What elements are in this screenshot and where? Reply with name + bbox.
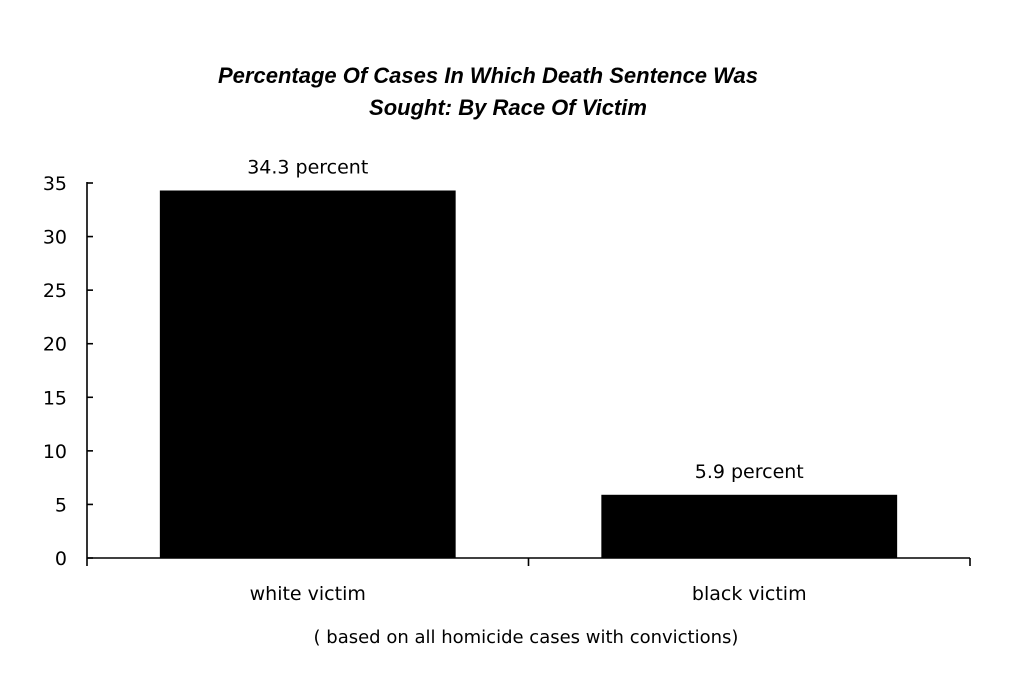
chart-title-line-2: Sought: By Race Of Victim [369, 95, 647, 120]
y-tick-label: 30 [43, 227, 67, 249]
y-tick-label: 25 [43, 280, 67, 302]
x-category-label: black victim [692, 583, 807, 605]
bar-white-victim [159, 190, 456, 558]
x-axis-note: ( based on all homicide cases with convi… [314, 627, 739, 648]
data-labels: 34.3 percent 5.9 percent [247, 157, 804, 483]
x-axis [86, 557, 971, 566]
y-tick-label: 20 [43, 334, 67, 356]
data-label: 5.9 percent [695, 461, 804, 483]
y-axis: 0 5 10 15 20 25 30 35 [43, 173, 93, 570]
y-tick-label: 5 [55, 494, 67, 516]
chart-title-line-1: Percentage Of Cases In Which Death Sente… [218, 63, 758, 88]
y-tick-label: 0 [55, 548, 67, 570]
bars [159, 190, 898, 558]
x-category-label: white victim [250, 583, 366, 605]
bar-black-victim [601, 494, 898, 558]
chart-title: Percentage Of Cases In Which Death Sente… [218, 63, 758, 120]
y-tick-label: 35 [43, 173, 67, 195]
category-labels: white victim black victim [250, 583, 807, 605]
data-label: 34.3 percent [247, 157, 368, 179]
y-tick-label: 10 [43, 441, 67, 463]
y-tick-label: 15 [43, 387, 67, 409]
